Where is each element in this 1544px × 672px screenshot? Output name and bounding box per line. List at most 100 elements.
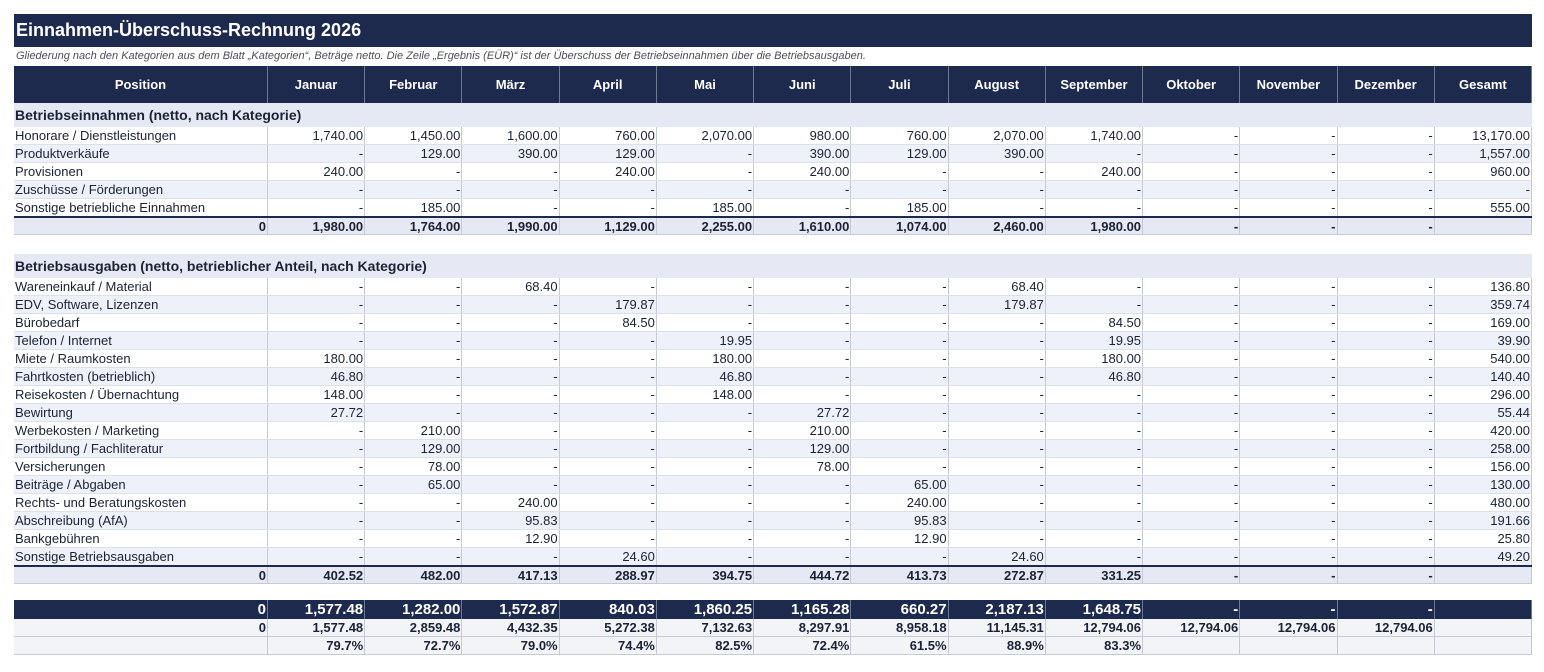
value-cell[interactable]: - (559, 367, 657, 386)
value-cell[interactable]: - (1142, 475, 1241, 494)
value-cell[interactable]: 12.90 (461, 529, 560, 548)
value-cell[interactable]: - (948, 475, 1046, 494)
value-cell[interactable]: - (559, 457, 657, 476)
value-cell[interactable]: - (656, 313, 755, 332)
value-cell[interactable]: 61.5% (850, 636, 949, 655)
value-cell[interactable]: 129.00 (850, 144, 949, 163)
value-cell[interactable]: 5,272.38 (559, 619, 657, 637)
value-cell[interactable]: - (1239, 162, 1338, 181)
value-cell[interactable]: 136.80 (1434, 278, 1533, 296)
value-cell[interactable]: 169.00 (1434, 313, 1533, 332)
value-cell[interactable]: - (267, 313, 366, 332)
value-cell[interactable]: - (1337, 198, 1435, 218)
value-cell[interactable]: - (1239, 331, 1338, 350)
value-cell[interactable]: - (1337, 600, 1435, 619)
value-cell[interactable]: 179.87 (948, 295, 1046, 314)
value-cell[interactable]: 25.80 (1434, 529, 1533, 548)
value-cell[interactable]: - (656, 475, 755, 494)
value-cell[interactable]: - (461, 349, 560, 368)
value-cell[interactable]: - (1045, 529, 1144, 548)
value-cell[interactable]: 1,980.00 (1045, 216, 1144, 235)
value-cell[interactable]: - (1239, 493, 1338, 512)
value-cell[interactable]: 1,129.00 (559, 216, 657, 235)
value-cell[interactable]: - (1337, 278, 1435, 296)
value-cell[interactable]: - (1239, 144, 1338, 163)
value-cell[interactable]: 24.60 (559, 547, 657, 567)
value-cell[interactable]: - (1239, 439, 1338, 458)
value-cell[interactable]: - (753, 331, 852, 350)
value-cell[interactable]: - (850, 162, 949, 181)
value-cell[interactable]: - (1239, 529, 1338, 548)
value-cell[interactable]: 660.27 (850, 600, 949, 619)
value-cell[interactable]: - (1337, 313, 1435, 332)
value-cell[interactable]: - (656, 529, 755, 548)
value-cell[interactable]: - (364, 349, 463, 368)
value-cell[interactable]: 480.00 (1434, 493, 1533, 512)
value-cell[interactable]: 19.95 (1045, 331, 1144, 350)
value-cell[interactable]: - (1142, 547, 1241, 567)
row-label[interactable]: Miete / Raumkosten (14, 349, 268, 368)
value-cell[interactable]: - (1045, 511, 1144, 530)
value-cell[interactable]: - (1239, 278, 1338, 296)
value-cell[interactable]: 258.00 (1434, 439, 1533, 458)
value-cell[interactable]: - (559, 493, 657, 512)
value-cell[interactable]: - (1337, 547, 1435, 567)
value-cell[interactable]: - (1239, 198, 1338, 218)
value-cell[interactable]: - (1142, 421, 1241, 440)
value-cell[interactable]: - (753, 295, 852, 314)
value-cell[interactable]: 46.80 (1045, 367, 1144, 386)
value-cell[interactable]: - (753, 180, 852, 199)
value-cell[interactable]: - (1337, 493, 1435, 512)
value-cell[interactable]: - (948, 331, 1046, 350)
value-cell[interactable]: - (267, 144, 366, 163)
value-cell[interactable]: - (461, 367, 560, 386)
value-cell[interactable]: - (364, 529, 463, 548)
value-cell[interactable]: - (461, 295, 560, 314)
value-cell[interactable]: - (1337, 439, 1435, 458)
value-cell[interactable]: 12.90 (850, 529, 949, 548)
row-label[interactable]: Bankgebühren (14, 529, 268, 548)
value-cell[interactable]: - (1337, 403, 1435, 422)
value-cell[interactable]: - (656, 278, 755, 296)
value-cell[interactable]: - (656, 180, 755, 199)
value-cell[interactable]: - (948, 198, 1046, 218)
value-cell[interactable]: - (656, 493, 755, 512)
value-cell[interactable] (1239, 636, 1338, 655)
value-cell[interactable]: - (948, 313, 1046, 332)
value-cell[interactable]: - (1239, 565, 1338, 584)
value-cell[interactable]: 7,132.63 (656, 619, 755, 637)
value-cell[interactable]: 1,860.25 (656, 600, 755, 619)
value-cell[interactable]: - (850, 439, 949, 458)
column-header[interactable]: Juni (753, 66, 852, 103)
value-cell[interactable]: - (1239, 511, 1338, 530)
value-cell[interactable]: - (1142, 457, 1241, 476)
value-cell[interactable]: 1,165.28 (753, 600, 852, 619)
value-cell[interactable]: - (850, 421, 949, 440)
value-cell[interactable]: - (364, 403, 463, 422)
value-cell[interactable] (1434, 619, 1533, 637)
value-cell[interactable]: - (948, 349, 1046, 368)
value-cell[interactable] (1142, 636, 1241, 655)
value-cell[interactable]: 46.80 (656, 367, 755, 386)
value-cell[interactable]: - (948, 511, 1046, 530)
value-cell[interactable]: - (364, 511, 463, 530)
column-header[interactable]: März (461, 66, 560, 103)
value-cell[interactable]: 272.87 (948, 565, 1046, 584)
value-cell[interactable]: - (1045, 439, 1144, 458)
value-cell[interactable]: - (1045, 385, 1144, 404)
value-cell[interactable]: - (850, 180, 949, 199)
value-cell[interactable]: - (461, 421, 560, 440)
value-cell[interactable]: - (850, 367, 949, 386)
value-cell[interactable]: - (267, 529, 366, 548)
value-cell[interactable]: - (267, 198, 366, 218)
value-cell[interactable]: 27.72 (753, 403, 852, 422)
value-cell[interactable]: 210.00 (364, 421, 463, 440)
value-cell[interactable]: 129.00 (753, 439, 852, 458)
value-cell[interactable]: 79.0% (461, 636, 560, 655)
value-cell[interactable]: - (1337, 475, 1435, 494)
value-cell[interactable]: - (1142, 367, 1241, 386)
value-cell[interactable]: 79.7% (267, 636, 366, 655)
value-cell[interactable]: 240.00 (461, 493, 560, 512)
value-cell[interactable]: - (850, 313, 949, 332)
value-cell[interactable]: - (1337, 144, 1435, 163)
